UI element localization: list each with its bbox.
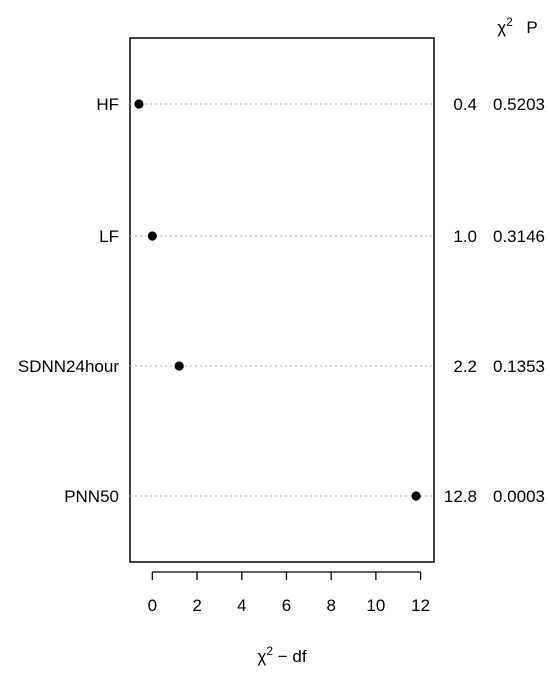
- row-label: SDNN24hour: [18, 357, 119, 376]
- x-tick-label: 12: [411, 596, 430, 615]
- header-chi-square: χ2: [497, 15, 513, 37]
- data-point: [147, 231, 157, 241]
- chi-square-value: 0.4: [453, 95, 477, 114]
- rows-layer: HF 0.4 0.5203 LF 1.0 0.3146 SDNN24hour 2.2 0.135…: [18, 95, 545, 506]
- chi-square-value: 12.8: [444, 487, 477, 506]
- plot-frame: [129, 37, 435, 563]
- chi-square-value: 1.0: [453, 227, 477, 246]
- x-tick-label: 0: [148, 596, 157, 615]
- data-point: [411, 491, 421, 501]
- p-value: 0.5203: [493, 95, 545, 114]
- row-label: PNN50: [64, 487, 119, 506]
- header-p: P: [526, 18, 537, 37]
- row-sdnn24hour: SDNN24hour 2.2 0.1353: [18, 357, 545, 376]
- row-label: HF: [96, 95, 119, 114]
- p-value: 0.3146: [493, 227, 545, 246]
- data-point: [174, 361, 184, 371]
- chi-square-value: 2.2: [453, 357, 477, 376]
- x-tick-label: 8: [326, 596, 335, 615]
- x-tick-label: 10: [366, 596, 385, 615]
- data-point: [134, 99, 144, 109]
- p-value: 0.0003: [493, 487, 545, 506]
- row-lf: LF 1.0 0.3146: [99, 227, 545, 246]
- x-tick-label: 6: [282, 596, 291, 615]
- row-hf: HF 0.4 0.5203: [96, 95, 545, 114]
- x-axis-title: χ2 − df: [257, 644, 306, 666]
- x-tick-label: 2: [192, 596, 201, 615]
- row-label: LF: [99, 227, 119, 246]
- x-tick-label: 4: [237, 596, 246, 615]
- x-axis: 0 2 4 6 8 10 12: [148, 571, 430, 615]
- row-pnn50: PNN50 12.8 0.0003: [64, 487, 545, 506]
- p-value: 0.1353: [493, 357, 545, 376]
